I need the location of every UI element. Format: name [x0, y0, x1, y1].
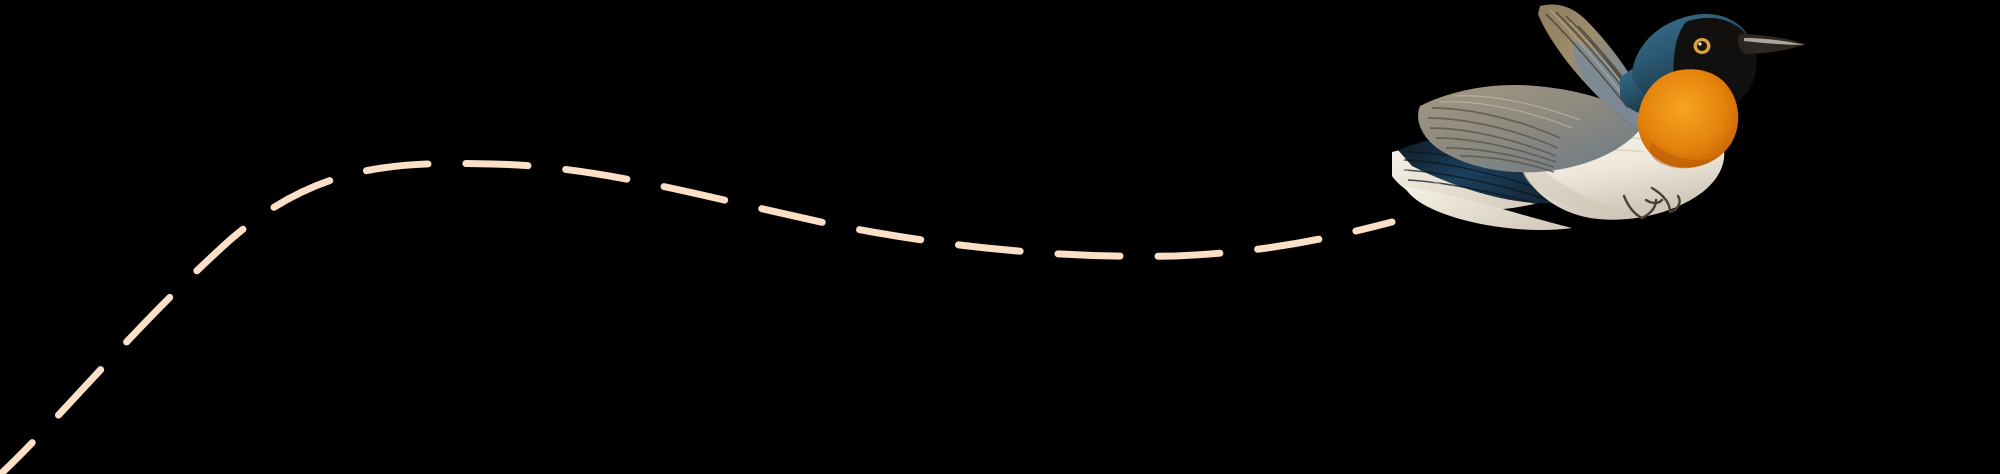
flight-path-dashed-curve	[0, 160, 1396, 474]
